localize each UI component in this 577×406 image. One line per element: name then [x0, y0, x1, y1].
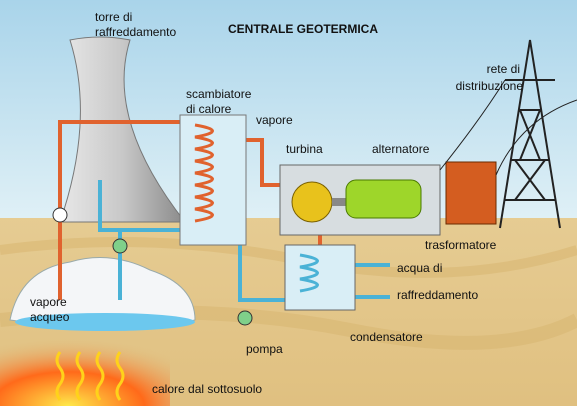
label: vapore [256, 113, 293, 127]
label: rete di [487, 62, 520, 76]
diagram: CENTRALE GEOTERMICA torre di raffreddame… [0, 0, 577, 406]
label: trasformatore [425, 238, 497, 252]
title: CENTRALE GEOTERMICA [228, 22, 378, 36]
valve [53, 208, 67, 222]
transformer [446, 162, 496, 224]
label: condensatore [350, 330, 423, 344]
turbine [292, 182, 332, 222]
pump-icon [238, 311, 252, 325]
label: raffreddamento [397, 288, 478, 302]
alternator [346, 180, 421, 218]
pump-icon [113, 239, 127, 253]
label: calore dal sottosuolo [152, 382, 262, 396]
shaft [332, 198, 347, 206]
label: di calore [186, 102, 232, 116]
heat-source [0, 330, 170, 406]
label: scambiatore [186, 87, 252, 101]
label: distribuzione [456, 79, 524, 93]
label: alternatore [372, 142, 430, 156]
label: acqua di [397, 261, 442, 275]
label: raffreddamento [95, 25, 176, 39]
condenser [285, 245, 355, 310]
label: turbina [286, 142, 323, 156]
label: torre di [95, 10, 132, 24]
label: vapore [30, 295, 67, 309]
label: pompa [246, 342, 283, 356]
label: acqueo [30, 310, 70, 324]
